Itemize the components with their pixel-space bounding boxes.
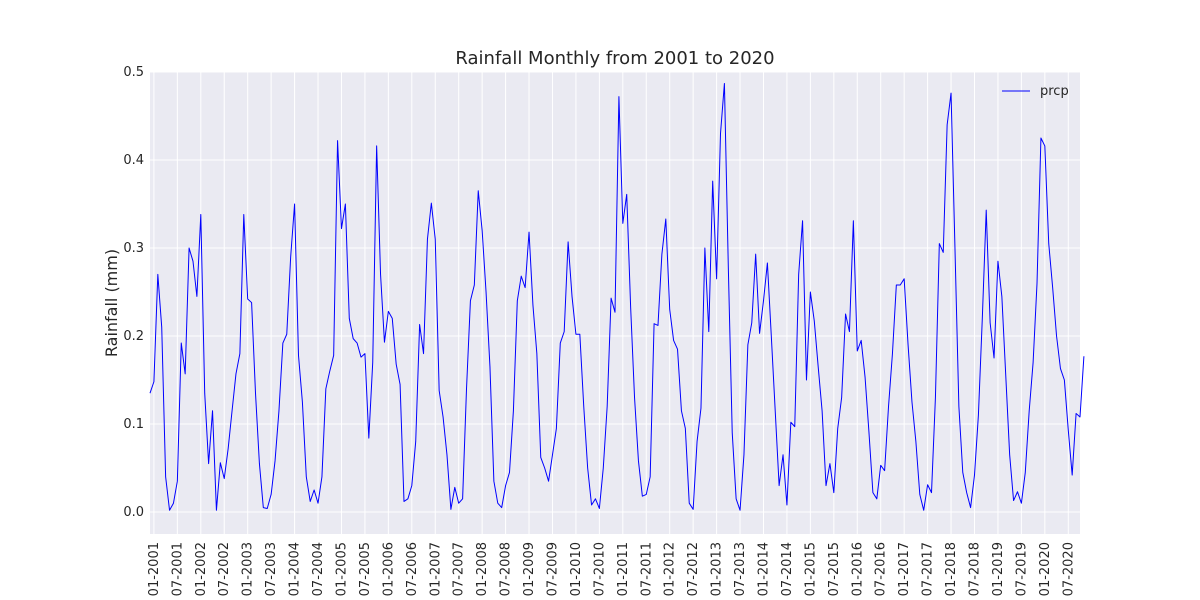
x-tick-label: 01-2015	[803, 542, 818, 596]
y-tick-label: 0.3	[123, 241, 144, 256]
x-tick-label: 01-2018	[944, 542, 959, 596]
x-tick-label: 07-2002	[217, 542, 232, 596]
x-tick-label: 01-2005	[334, 542, 349, 596]
x-tick-label: 01-2019	[991, 542, 1006, 596]
x-tick-label: 07-2003	[264, 542, 279, 596]
x-tick-label: 01-2016	[850, 542, 865, 596]
x-tick-label: 01-2002	[194, 542, 209, 596]
x-tick-label: 07-2004	[311, 542, 326, 596]
x-tick-label: 01-2006	[381, 542, 396, 596]
y-tick-label: 0.4	[123, 153, 144, 168]
series-layer	[149, 82, 1085, 511]
x-tick-label: 07-2005	[358, 542, 373, 596]
x-tick-label: 07-2018	[967, 542, 982, 596]
x-tick-label: 07-2006	[405, 542, 420, 596]
x-tick-label: 01-2009	[522, 542, 537, 596]
x-tick-label: 07-2012	[686, 542, 701, 596]
x-tick-label: 07-2019	[1014, 542, 1029, 596]
x-tick-label: 01-2017	[897, 542, 912, 596]
x-tick-label: 07-2013	[733, 542, 748, 596]
x-tick-label: 07-2009	[545, 542, 560, 596]
y-tick-label: 0.0	[123, 505, 144, 520]
y-tick-label: 0.5	[123, 65, 144, 80]
x-tick-label: 01-2020	[1038, 542, 1053, 596]
y-tick-labels: 0.0 0.1 0.2 0.3 0.4 0.5	[123, 65, 144, 520]
x-tick-labels: 01-2001 07-2001 01-2002 07-2002 01-2003 07-20…	[147, 542, 1076, 596]
x-tick-label: 07-2011	[639, 542, 654, 596]
x-tick-label: 01-2008	[475, 542, 490, 596]
x-tick-label: 07-2010	[592, 542, 607, 596]
x-tick-label: 07-2008	[499, 542, 514, 596]
legend-label-prcp: prcp	[1040, 84, 1069, 99]
x-tick-label: 01-2010	[569, 542, 584, 596]
x-tick-label: 07-2007	[452, 542, 467, 596]
grid-lines	[150, 71, 1080, 534]
x-tick-label: 07-2016	[874, 542, 889, 596]
x-tick-label: 07-2020	[1061, 542, 1076, 596]
x-tick-label: 07-2001	[170, 542, 185, 596]
x-tick-label: 01-2004	[288, 542, 303, 596]
x-tick-label: 01-2012	[663, 542, 678, 596]
y-tick-label: 0.2	[123, 329, 144, 344]
legend: prcp	[1002, 84, 1069, 99]
series-line-prcp	[149, 82, 1085, 511]
x-tick-label: 01-2014	[756, 542, 771, 596]
x-tick-label: 07-2015	[827, 542, 842, 596]
y-tick-label: 0.1	[123, 417, 144, 432]
x-tick-label: 01-2007	[428, 542, 443, 596]
x-tick-label: 01-2011	[616, 542, 631, 596]
x-tick-label: 07-2017	[921, 542, 936, 596]
chart-title: Rainfall Monthly from 2001 to 2020	[455, 48, 774, 69]
x-tick-label: 01-2001	[147, 542, 162, 596]
x-tick-label: 07-2014	[780, 542, 795, 596]
y-axis-label: Rainfall (mm)	[102, 249, 121, 357]
x-tick-label: 01-2003	[241, 542, 256, 596]
x-tick-label: 01-2013	[710, 542, 725, 596]
